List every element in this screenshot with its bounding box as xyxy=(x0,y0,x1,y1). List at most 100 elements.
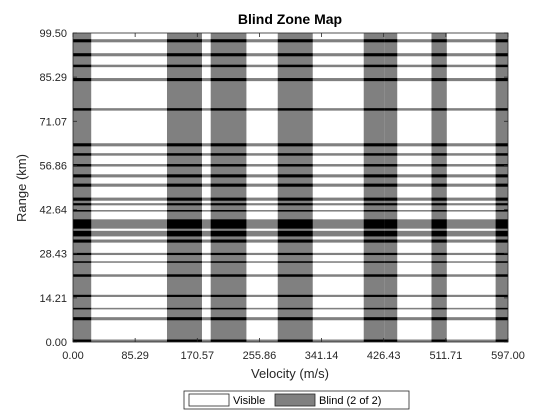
plot-area xyxy=(72,32,509,343)
full-blind-cell xyxy=(210,239,247,243)
full-blind-cell xyxy=(384,252,398,256)
full-blind-cell xyxy=(363,108,385,111)
full-blind-cell xyxy=(495,143,508,147)
full-blind-cell xyxy=(431,261,447,263)
full-blind-cell xyxy=(384,203,398,206)
full-blind-cell xyxy=(73,252,92,256)
full-blind-cell xyxy=(210,219,247,229)
full-blind-cell xyxy=(166,210,202,212)
full-blind-cell xyxy=(363,230,385,237)
full-blind-cell xyxy=(384,143,398,147)
full-blind-cell xyxy=(363,203,385,206)
velocity-blind-band xyxy=(277,33,313,342)
full-blind-cell xyxy=(277,164,313,167)
full-blind-cell xyxy=(277,174,313,178)
full-blind-cell xyxy=(277,64,313,68)
full-blind-cell xyxy=(384,339,398,342)
chart-title: Blind Zone Map xyxy=(238,11,342,27)
full-blind-cell xyxy=(210,53,247,57)
full-blind-cell xyxy=(384,174,398,178)
full-blind-cell xyxy=(210,108,247,111)
full-blind-cell xyxy=(210,252,247,256)
full-blind-cell xyxy=(495,294,508,297)
full-blind-cell xyxy=(431,64,447,68)
full-blind-cell xyxy=(384,261,398,263)
full-blind-cell xyxy=(363,274,385,277)
full-blind-cell xyxy=(363,210,385,212)
full-blind-cell xyxy=(431,317,447,321)
full-blind-cell xyxy=(431,203,447,206)
full-blind-cell xyxy=(210,317,247,321)
x-tick-label: 341.14 xyxy=(305,350,339,362)
full-blind-cell xyxy=(384,219,398,229)
full-blind-cell xyxy=(166,203,202,206)
full-blind-cell xyxy=(73,108,92,111)
full-blind-cell xyxy=(73,64,92,68)
full-blind-cell xyxy=(73,339,92,342)
x-tick-label: 255.86 xyxy=(243,350,277,362)
full-blind-cell xyxy=(277,261,313,263)
full-blind-cell xyxy=(495,274,508,277)
full-blind-cell xyxy=(431,274,447,277)
full-blind-cell xyxy=(384,307,398,310)
full-blind-cell xyxy=(166,53,202,57)
y-tick-label: 71.07 xyxy=(39,116,67,128)
full-blind-cell xyxy=(495,153,508,156)
y-tick-label: 85.29 xyxy=(39,72,67,84)
full-blind-cell xyxy=(495,210,508,212)
full-blind-cell xyxy=(73,164,92,167)
full-blind-cell xyxy=(384,64,398,68)
full-blind-cell xyxy=(384,183,398,187)
full-blind-cell xyxy=(166,230,202,237)
full-blind-cell xyxy=(277,339,313,342)
full-blind-cell xyxy=(495,261,508,263)
full-blind-cell xyxy=(166,252,202,256)
legend: Visible Blind (2 of 2) xyxy=(183,390,410,410)
full-blind-cell xyxy=(277,219,313,229)
full-blind-cell xyxy=(431,78,447,82)
full-blind-cell xyxy=(166,239,202,243)
full-blind-cell xyxy=(277,53,313,57)
full-blind-cell xyxy=(495,197,508,201)
full-blind-cell xyxy=(73,317,92,321)
full-blind-cell xyxy=(210,153,247,156)
full-blind-cell xyxy=(384,108,398,111)
y-tick-label: 28.43 xyxy=(39,249,67,261)
full-blind-cell xyxy=(166,219,202,229)
full-blind-cell xyxy=(431,39,447,43)
full-blind-cell xyxy=(384,153,398,156)
full-blind-cell xyxy=(73,143,92,147)
full-blind-cell xyxy=(210,294,247,297)
full-blind-cell xyxy=(363,252,385,256)
full-blind-cell xyxy=(277,78,313,82)
full-blind-cell xyxy=(495,64,508,68)
full-blind-cell xyxy=(363,174,385,178)
full-blind-cell xyxy=(73,78,92,82)
full-blind-cell xyxy=(210,230,247,237)
full-blind-cell xyxy=(363,197,385,201)
full-blind-cell xyxy=(384,39,398,43)
full-blind-cell xyxy=(363,143,385,147)
full-blind-cell xyxy=(210,339,247,342)
full-blind-cell xyxy=(431,197,447,201)
full-blind-cell xyxy=(277,274,313,277)
full-blind-cell xyxy=(363,153,385,156)
full-blind-cell xyxy=(431,339,447,342)
full-blind-cell xyxy=(277,183,313,187)
full-blind-cell xyxy=(363,39,385,43)
full-blind-cell xyxy=(363,183,385,187)
full-blind-cell xyxy=(166,307,202,310)
velocity-blind-band xyxy=(210,33,247,342)
full-blind-cell xyxy=(73,39,92,43)
full-blind-cell xyxy=(277,108,313,111)
x-tick-label: 511.71 xyxy=(429,350,462,362)
full-blind-cell xyxy=(431,230,447,237)
full-blind-cell xyxy=(495,108,508,111)
full-blind-cell xyxy=(495,164,508,167)
full-blind-cell xyxy=(431,174,447,178)
full-blind-cell xyxy=(277,230,313,237)
full-blind-cell xyxy=(495,183,508,187)
full-blind-cell xyxy=(384,197,398,201)
full-blind-cell xyxy=(495,230,508,237)
